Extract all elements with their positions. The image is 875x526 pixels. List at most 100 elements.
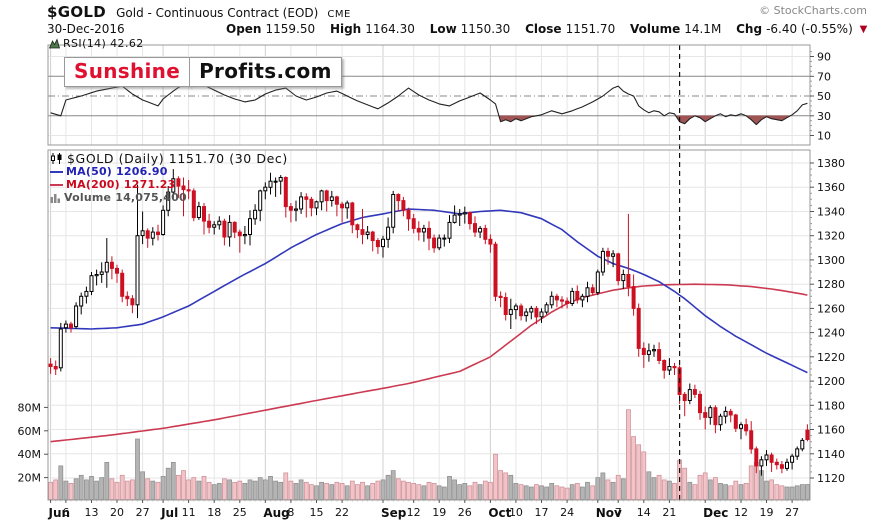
volume-bar [626, 409, 631, 500]
date-axis-label: 26 [458, 506, 472, 519]
watermark-sunshine: Sunshine [64, 57, 191, 87]
volume-bar [58, 465, 64, 500]
candle-body [63, 323, 68, 329]
price-axis-label: 1260 [817, 302, 845, 315]
volume-bar [216, 483, 222, 500]
volume-bar [610, 481, 616, 500]
volume-axis-label: 40M [18, 448, 42, 461]
candle-body [253, 209, 258, 220]
price-axis-label: 1180 [817, 399, 845, 412]
candle-body [519, 305, 524, 317]
candle-body [764, 454, 769, 461]
volume-bar [441, 486, 447, 500]
volume-bar [135, 438, 140, 500]
volume-bar [196, 480, 202, 500]
candle-body [427, 227, 431, 239]
volume-bar [375, 480, 381, 500]
volume-bar [595, 477, 601, 500]
candle-body [288, 206, 293, 211]
volume-bar [697, 474, 703, 500]
candle-body [488, 238, 493, 245]
volume-bar [94, 480, 99, 500]
volume-bar [569, 484, 575, 500]
candle-body [779, 464, 784, 469]
date-axis-label: 8 [287, 506, 294, 519]
volume-bar [503, 472, 509, 500]
volume-bar [436, 485, 442, 500]
month-axis-label: Nov [596, 506, 622, 520]
volume-bar [119, 474, 125, 500]
candle-body [595, 271, 600, 294]
candle-body [621, 274, 626, 282]
candle-body [360, 229, 365, 235]
candle-body [207, 220, 212, 228]
exchange: CME [327, 9, 351, 20]
candle-body [319, 190, 324, 203]
candle-body [687, 389, 692, 402]
volume-bar [181, 470, 186, 500]
quote-chg-label: Chg [736, 22, 763, 36]
date-axis-label: 15 [309, 506, 323, 519]
volume-bar [733, 480, 739, 500]
volume-bar [150, 480, 156, 500]
candle-body [636, 307, 641, 349]
date-axis-label: 10 [509, 506, 523, 519]
volume-bars-icon [50, 193, 60, 203]
price-axis-label: 1280 [817, 278, 845, 291]
volume-bar [482, 480, 488, 500]
volume-bar [636, 444, 642, 500]
volume-axis-label: 60M [18, 425, 42, 438]
candle-body [585, 287, 590, 297]
legend-ma50: MA(50) 1206.90 [66, 165, 168, 178]
volume-bar [237, 480, 243, 500]
candle-body [611, 253, 616, 257]
volume-bar [784, 486, 790, 500]
candle-body [769, 454, 774, 463]
date-axis-label: 12 [734, 506, 748, 519]
candle-body [544, 304, 549, 313]
volume-bar [534, 484, 539, 500]
price-axis-label: 1160 [817, 424, 845, 437]
quote-line: 30-Dec-2016 Open 1159.50 High 1164.30 Low 1… [47, 22, 867, 36]
volume-bar [334, 481, 340, 500]
volume-bar [53, 479, 59, 500]
volume-bar [574, 483, 580, 500]
volume-bar [48, 481, 53, 500]
candle-body [626, 274, 631, 288]
candle-body [115, 267, 119, 274]
volume-bar [319, 481, 324, 500]
candle-body [386, 226, 391, 240]
quote-open-value: 1159.50 [265, 22, 316, 36]
candle-body [416, 227, 421, 233]
price-axis-label: 1220 [817, 351, 845, 364]
candle-body [258, 190, 263, 211]
candle-body [452, 214, 457, 223]
volume-bar [360, 481, 365, 500]
volume-bar [452, 479, 457, 500]
volume-bar [462, 483, 468, 500]
candle-body [309, 198, 314, 209]
candle-body [340, 203, 345, 209]
volume-bar [186, 479, 191, 500]
ma50-line [50, 208, 808, 374]
volume-bar [385, 474, 391, 500]
volume-bar [590, 485, 596, 500]
volume-bar [539, 485, 544, 500]
volume-bar [130, 479, 135, 500]
volume-bar [713, 477, 718, 500]
volume-bar [355, 484, 360, 500]
volume-bar [605, 479, 611, 500]
candle-body [79, 295, 84, 307]
volume-bar [232, 481, 238, 500]
symbol: $GOLD [47, 3, 107, 21]
candle-body [503, 297, 508, 315]
volume-bar [718, 483, 723, 500]
volume-bar [431, 483, 437, 500]
date-axis-label: 17 [535, 506, 549, 519]
volume-bar [498, 470, 503, 500]
candle-body [365, 231, 370, 236]
candle-body [437, 237, 442, 249]
volume-bar [580, 486, 585, 500]
candle-body [508, 309, 513, 315]
candle-body [672, 366, 677, 369]
